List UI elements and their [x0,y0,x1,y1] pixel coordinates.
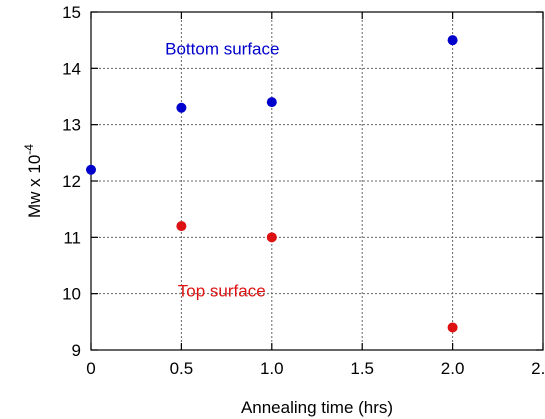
y-tick-label: 12 [62,172,81,191]
top-surface-point [266,232,277,243]
top-surface-label: Top surface [178,281,266,300]
axis-ticks [90,11,544,351]
x-tick-label: 0 [86,359,95,378]
top-surface-point [447,322,458,333]
x-tick-labels: 0 0.5 1.0 1.5 2.0 2.5 [86,359,545,378]
bottom-surface-point [86,164,96,175]
y-tick-label: 13 [62,116,81,135]
y-axis-title-exponent: -4 [22,144,36,155]
y-tick-label: 9 [72,341,81,360]
x-tick-label: 1.5 [350,359,374,378]
bottom-surface-point [176,102,187,113]
x-axis-title: Annealing time (hrs) [241,398,393,417]
x-tick-label: 2.0 [441,359,465,378]
annotations: Bottom surface Top surface [165,39,279,300]
x-tick-label: 2.5 [531,359,545,378]
y-axis-title-base: Mw x 10 [25,155,44,218]
bottom-surface-point [447,35,458,46]
grid [91,12,543,350]
x-tick-label: 0.5 [170,359,194,378]
y-tick-label: 14 [62,59,81,78]
bottom-surface-point [266,97,277,108]
y-axis-title: Mw x 10-4 [22,144,44,218]
data-points [86,35,458,333]
x-tick-label: 1.0 [260,359,284,378]
bottom-surface-label: Bottom surface [165,39,279,58]
y-tick-label: 11 [63,228,81,247]
y-tick-label: 15 [62,3,81,22]
y-tick-labels: 9 10 11 12 13 14 15 [62,3,81,360]
top-surface-point [176,221,187,232]
y-tick-label: 10 [62,285,81,304]
